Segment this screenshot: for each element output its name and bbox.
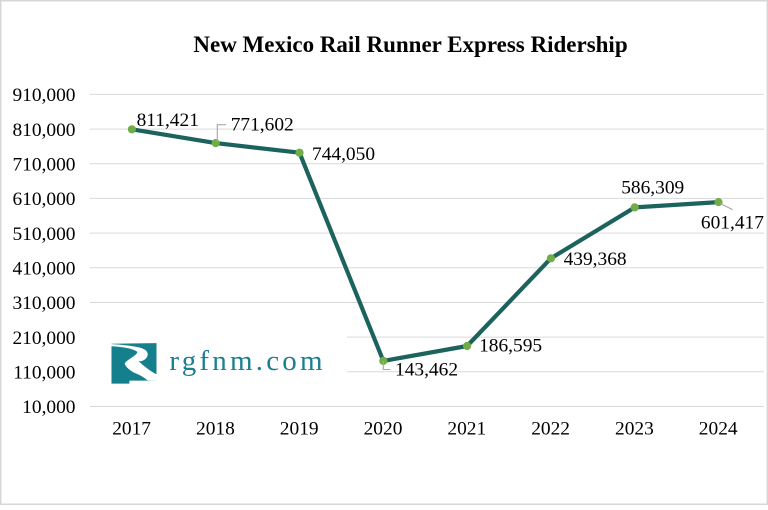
- svg-text:2022: 2022: [531, 418, 570, 439]
- svg-text:710,000: 710,000: [12, 155, 75, 176]
- svg-text:2017: 2017: [112, 418, 151, 439]
- svg-text:2019: 2019: [280, 418, 319, 439]
- svg-text:2018: 2018: [196, 418, 235, 439]
- svg-text:439,368: 439,368: [564, 249, 627, 270]
- svg-text:771,602: 771,602: [231, 115, 294, 136]
- svg-text:811,421: 811,421: [137, 110, 199, 131]
- svg-text:2020: 2020: [364, 418, 403, 439]
- svg-text:186,595: 186,595: [479, 336, 542, 357]
- svg-text:2024: 2024: [699, 418, 738, 439]
- svg-text:601,417: 601,417: [701, 213, 764, 234]
- svg-text:610,000: 610,000: [12, 189, 75, 210]
- svg-text:110,000: 110,000: [13, 363, 75, 384]
- svg-text:310,000: 310,000: [12, 293, 75, 314]
- svg-text:2023: 2023: [615, 418, 654, 439]
- svg-text:2021: 2021: [447, 418, 486, 439]
- svg-text:143,462: 143,462: [395, 360, 458, 381]
- svg-text:rgfnm.com: rgfnm.com: [169, 345, 325, 377]
- svg-text:New Mexico Rail Runner Express: New Mexico Rail Runner Express Ridership: [193, 32, 627, 57]
- svg-text:810,000: 810,000: [12, 120, 75, 141]
- svg-text:210,000: 210,000: [12, 328, 75, 349]
- svg-text:586,309: 586,309: [621, 178, 684, 199]
- svg-text:10,000: 10,000: [22, 397, 75, 418]
- svg-text:410,000: 410,000: [12, 259, 75, 280]
- svg-text:510,000: 510,000: [12, 224, 75, 245]
- svg-text:910,000: 910,000: [12, 85, 75, 106]
- svg-text:744,050: 744,050: [312, 144, 375, 165]
